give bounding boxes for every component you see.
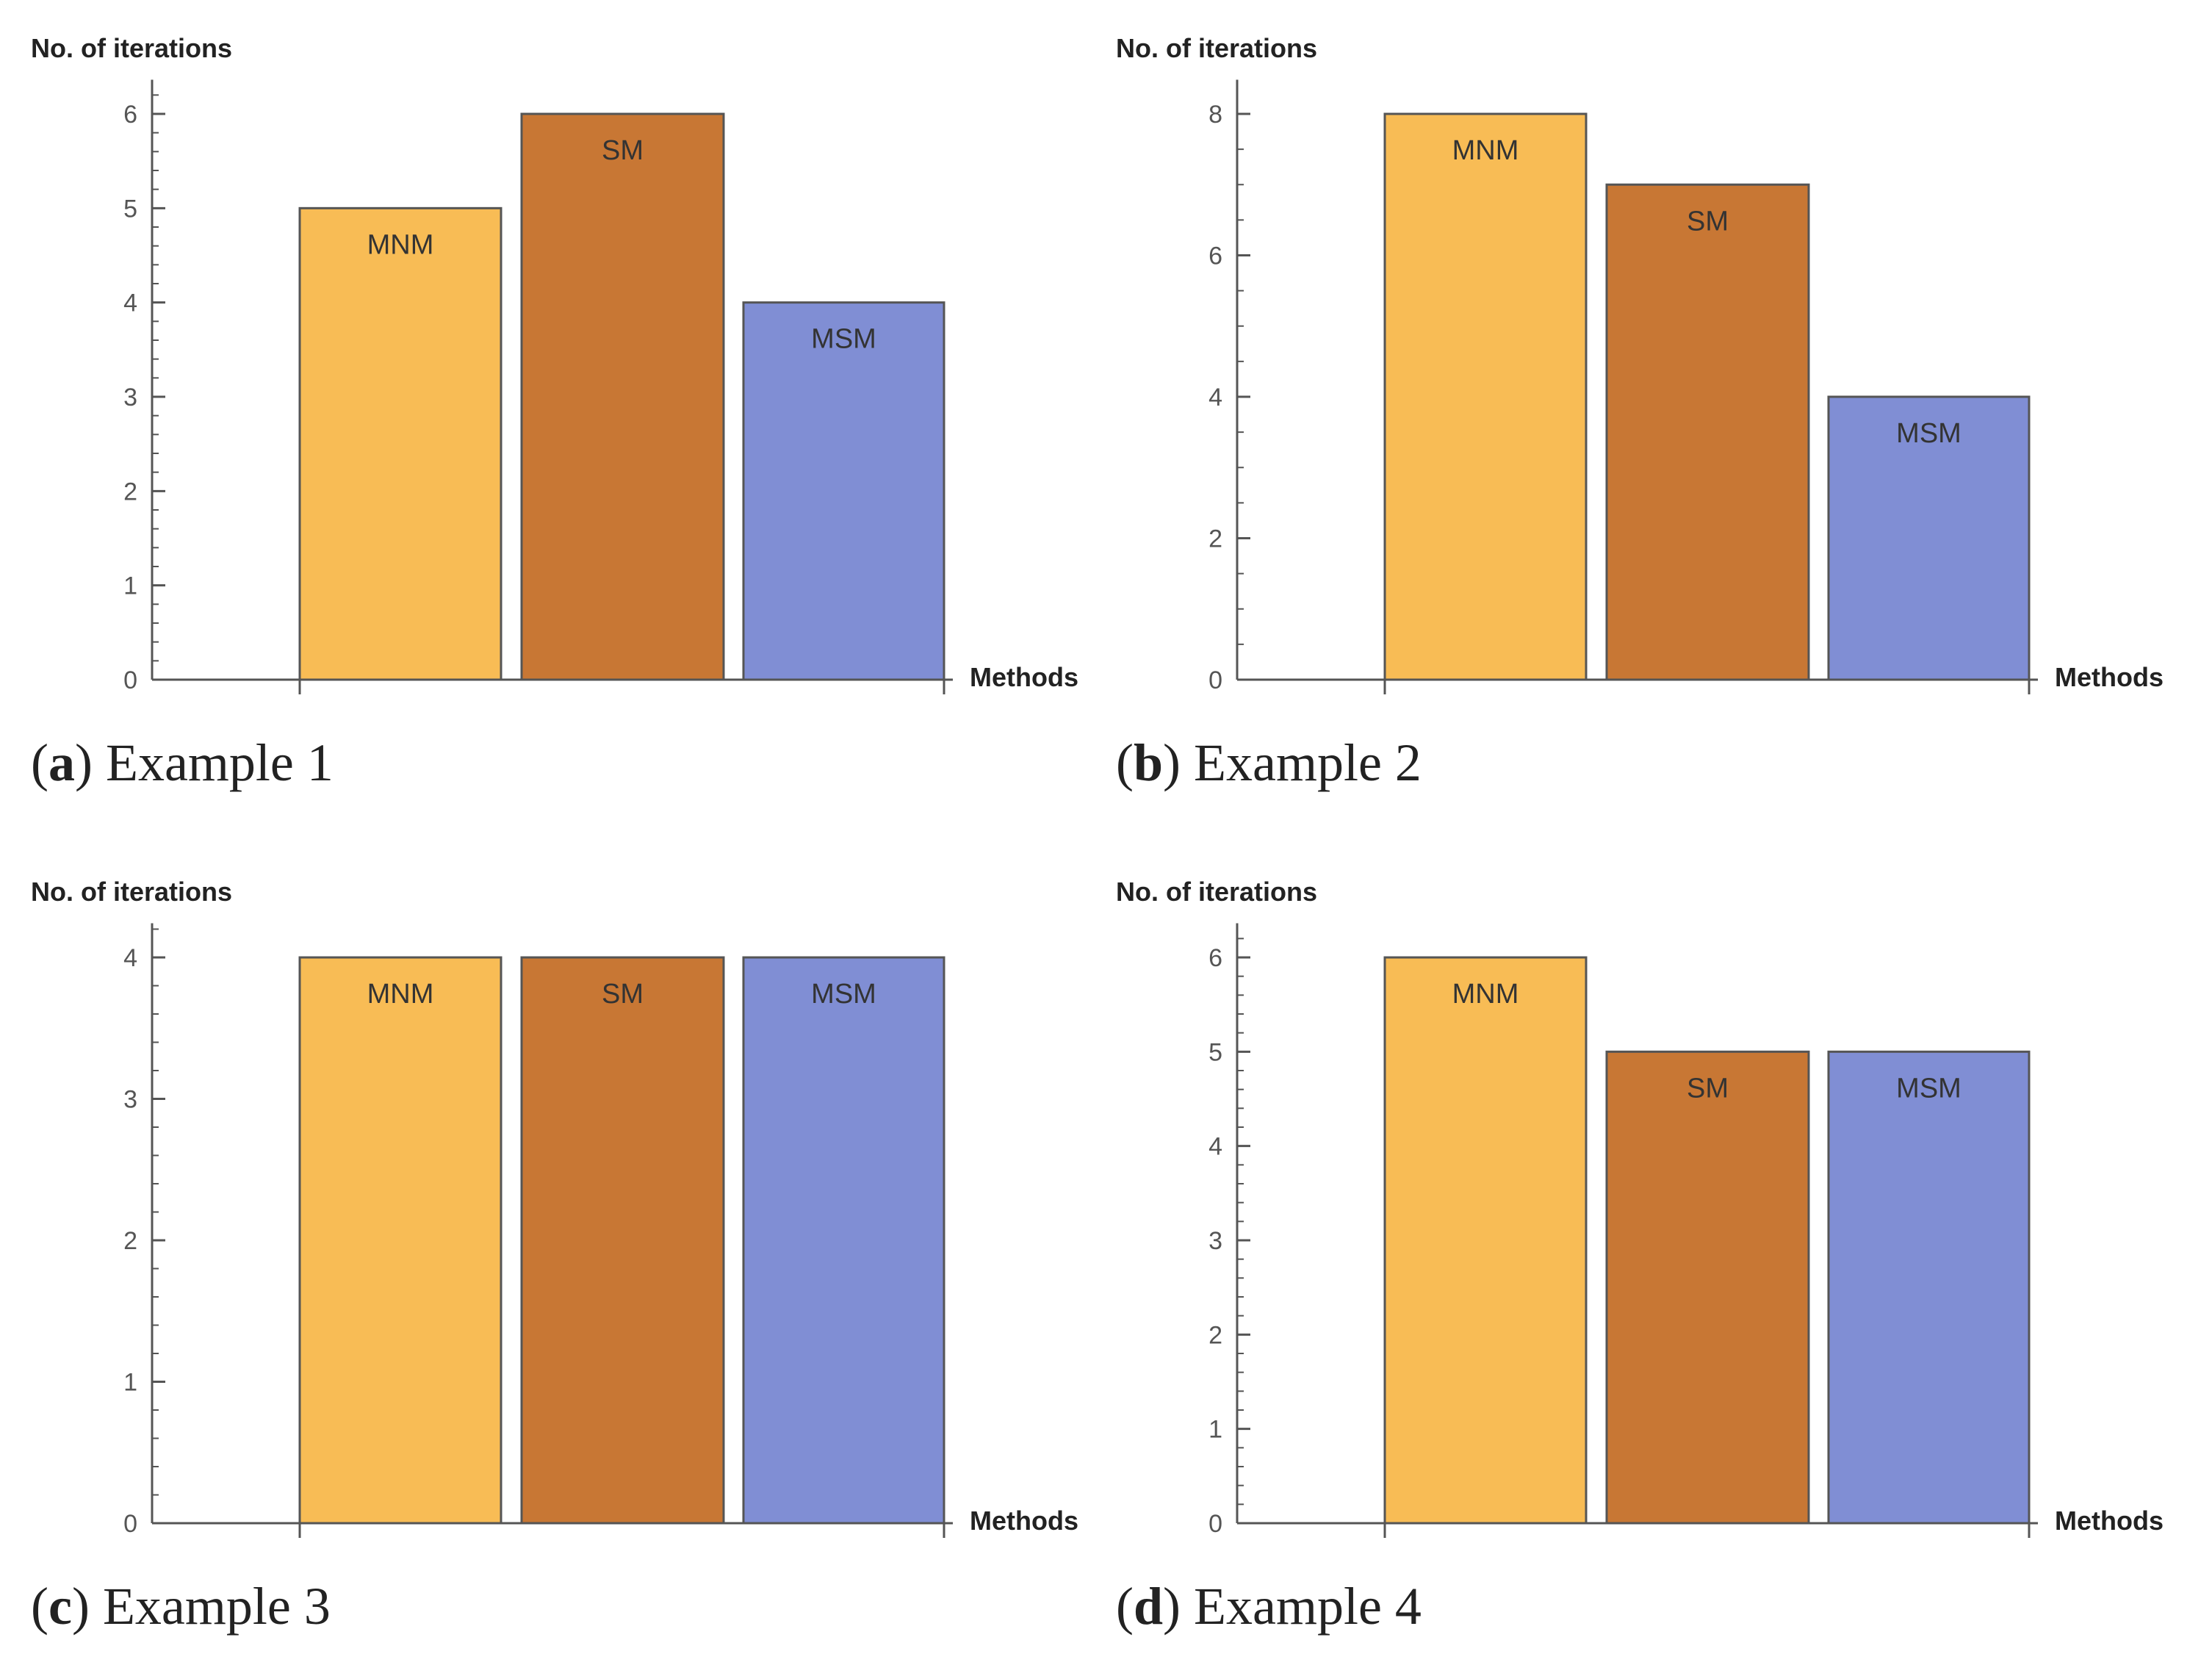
y-tick-label: 0 [1208, 1510, 1222, 1538]
y-tick-label: 1 [123, 1369, 137, 1397]
y-axis-title: No. of iterations [31, 33, 232, 63]
bar-label-sm: SM [602, 135, 644, 166]
bar-sm [520, 112, 725, 681]
bar-mnm [298, 206, 502, 681]
caption-letter: c [48, 1577, 72, 1636]
y-tick-label: 3 [123, 384, 137, 411]
caption-letter: a [48, 733, 75, 792]
bar-msm [742, 956, 945, 1525]
bar-mnm [298, 956, 502, 1525]
y-tick-label: 2 [123, 478, 137, 506]
bar-label-sm: SM [1687, 1073, 1729, 1104]
y-tick-label: 4 [123, 290, 137, 317]
caption-letter: d [1134, 1577, 1163, 1636]
caption-text: Example 1 [106, 733, 334, 792]
y-tick-label: 1 [123, 572, 137, 600]
bar-mnm [1383, 112, 1588, 681]
x-axis-title: Methods [2055, 1506, 2164, 1536]
panel-c: MNM SM MSM 0 1 2 3 4 No. of iterations Methods (c)… [31, 877, 1078, 1636]
panel-d: MNM SM MSM 0 1 2 3 4 5 6 No. of iterations Methods (… [1116, 877, 2164, 1636]
y-tick-label: 6 [1208, 242, 1222, 270]
bar-label-msm: MSM [811, 979, 876, 1010]
caption-text: Example 3 [103, 1577, 331, 1636]
bar-label-sm: SM [1687, 206, 1729, 237]
y-tick-label: 1 [1208, 1416, 1222, 1444]
bar-label-msm: MSM [1896, 418, 1961, 449]
y-tick-label: 5 [123, 195, 137, 223]
y-tick-label: 2 [123, 1227, 137, 1255]
bar-msm [1827, 395, 2031, 681]
y-tick-label: 4 [1208, 1133, 1222, 1161]
bar-label-mnm: MNM [1452, 979, 1519, 1010]
panel-caption: (b) Example 2 [1116, 733, 1422, 792]
y-tick-label: 6 [123, 101, 137, 129]
caption-text: Example 4 [1194, 1577, 1422, 1636]
y-tick-label: 0 [123, 666, 137, 694]
y-axis-title: No. of iterations [1116, 877, 1317, 907]
y-tick-label: 8 [1208, 101, 1222, 129]
panel-a: MNM SM MSM 0 1 2 3 4 5 6 No. of iterations Methods (… [31, 33, 1078, 792]
bar-label-mnm: MNM [367, 229, 434, 260]
y-tick-label: 0 [123, 1510, 137, 1538]
bar-sm [1605, 1050, 1810, 1525]
bar-label-mnm: MNM [1452, 135, 1519, 166]
y-tick-label: 4 [1208, 384, 1222, 411]
bar-label-msm: MSM [1896, 1073, 1961, 1104]
bar-sm [520, 956, 725, 1525]
y-tick-label: 5 [1208, 1038, 1222, 1066]
y-tick-label: 2 [1208, 525, 1222, 553]
caption-letter: b [1134, 733, 1163, 792]
bar-sm [1605, 183, 1810, 681]
panel-b: MNM SM MSM 0 2 4 6 8 No. of iterations Methods (b)… [1116, 33, 2164, 792]
bar-msm [742, 301, 945, 681]
bar-mnm [1383, 956, 1588, 1525]
y-tick-label: 2 [1208, 1321, 1222, 1349]
panel-caption: (c) Example 3 [31, 1577, 331, 1636]
x-axis-title: Methods [2055, 662, 2164, 692]
y-tick-label: 0 [1208, 666, 1222, 694]
y-tick-label: 3 [1208, 1227, 1222, 1255]
y-axis-title: No. of iterations [31, 877, 232, 907]
y-tick-label: 6 [1208, 944, 1222, 972]
y-tick-label: 4 [123, 944, 137, 972]
bar-label-sm: SM [602, 979, 644, 1010]
panel-caption: (d) Example 4 [1116, 1577, 1422, 1636]
y-axis-title: No. of iterations [1116, 33, 1317, 63]
bar-msm [1827, 1050, 2031, 1525]
x-axis-title: Methods [970, 662, 1078, 692]
bar-label-msm: MSM [811, 324, 876, 355]
panel-caption: (a) Example 1 [31, 733, 334, 792]
caption-text: Example 2 [1194, 733, 1422, 792]
x-axis-title: Methods [970, 1506, 1078, 1536]
bar-label-mnm: MNM [367, 979, 434, 1010]
y-tick-label: 3 [123, 1086, 137, 1114]
